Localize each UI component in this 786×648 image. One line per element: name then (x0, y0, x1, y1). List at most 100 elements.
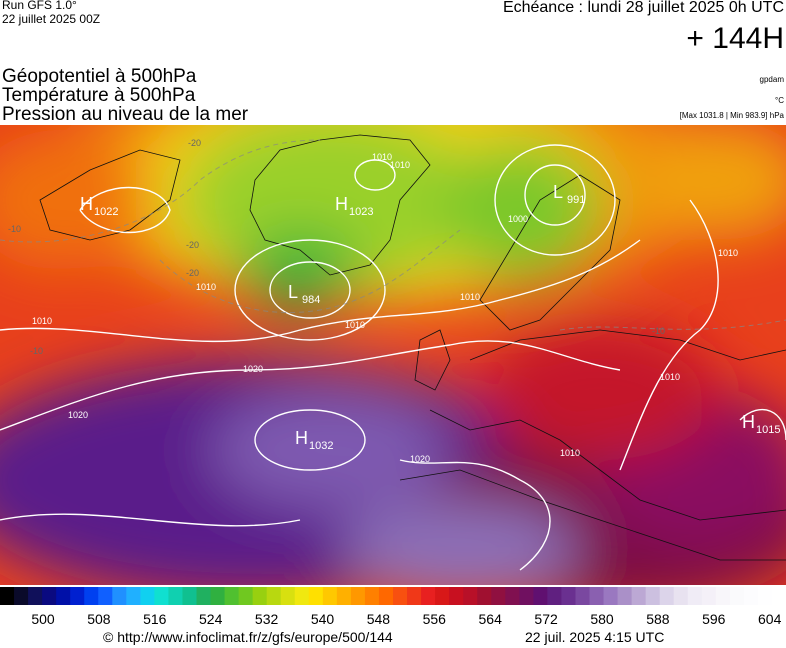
color-swatch (196, 587, 212, 605)
center-value: 1032 (309, 440, 333, 452)
title-pressure: Pression au niveau de la mer (2, 104, 249, 125)
center-value: 1023 (349, 206, 373, 218)
color-swatch (673, 587, 689, 605)
color-swatch (575, 587, 590, 605)
temperature-label: -10 (8, 224, 21, 234)
legend-tick-label: 524 (199, 611, 223, 627)
color-swatch (435, 587, 450, 605)
temperature-label: -10 (30, 346, 43, 356)
coastlines (39, 134, 786, 561)
color-swatch (322, 587, 338, 605)
center-letter: L (288, 282, 298, 302)
color-swatch (477, 587, 492, 605)
legend-tick-label: 556 (423, 611, 447, 627)
lead-time: + 144H (686, 22, 784, 55)
isobar-label: 1010 (718, 248, 738, 258)
pressure-center: H 1023 (335, 194, 373, 218)
color-swatch (463, 587, 478, 605)
isobar-label: 1010 (660, 372, 680, 382)
temperature-label: -20 (186, 240, 199, 250)
isobar-label: 1020 (68, 410, 88, 420)
unit-celsius: °C (775, 96, 784, 105)
color-swatch (70, 587, 85, 605)
color-swatch (491, 587, 506, 605)
map (0, 125, 786, 585)
legend-tick-label: 588 (646, 611, 670, 627)
color-swatch (715, 587, 731, 605)
isobar-label: 1010 (390, 160, 410, 170)
color-swatch (168, 587, 183, 605)
legend-tick-label: 580 (590, 611, 614, 627)
color-swatch (603, 587, 619, 605)
center-value: 1022 (94, 206, 118, 218)
color-swatch (378, 587, 394, 605)
color-swatch (547, 587, 562, 605)
title-temperature: Température à 500hPa (2, 85, 196, 106)
color-swatch (407, 587, 422, 605)
color-swatch (266, 587, 282, 605)
pressure-center: H 1032 (295, 428, 333, 452)
legend-tick-label: 532 (255, 611, 279, 627)
color-swatch (294, 587, 310, 605)
center-letter: L (553, 182, 563, 202)
center-letter: H (742, 412, 755, 432)
center-value: 1015 (756, 424, 780, 436)
color-swatch (14, 587, 29, 605)
pressure-center: H 1022 (80, 194, 118, 218)
isobar-label: 1020 (243, 364, 263, 374)
color-swatch (449, 587, 464, 605)
pressure-center: H 1015 (742, 412, 780, 436)
legend-tick-label: 540 (311, 611, 335, 627)
color-swatch (729, 587, 745, 605)
isobar-label: 1020 (410, 454, 430, 464)
isobar-label: 1010 (560, 448, 580, 458)
color-swatch (743, 587, 759, 605)
color-swatch (771, 587, 786, 605)
color-swatch (589, 587, 605, 605)
center-value: 984 (302, 294, 320, 306)
color-swatch (393, 587, 408, 605)
color-swatch (757, 587, 773, 605)
color-swatch (561, 587, 576, 605)
color-swatch (28, 587, 43, 605)
color-swatch (280, 587, 296, 605)
unit-hpa: [Max 1031.8 | Min 983.9] hPa (680, 111, 785, 120)
isobar-label: 1010 (32, 316, 52, 326)
pressure-center: L 991 (553, 182, 585, 206)
color-swatch (154, 587, 169, 605)
run-date: 22 juillet 2025 00Z (2, 12, 100, 26)
run-label: Run GFS 1.0° (2, 0, 77, 12)
temperature-isolines (0, 139, 786, 331)
echeance: Echéance : lundi 28 juillet 2025 0h UTC (503, 0, 784, 16)
center-letter: H (335, 194, 348, 214)
footer-timestamp: 22 juil. 2025 4:15 UTC (525, 629, 664, 645)
color-swatch (687, 587, 703, 605)
temperature-label: -10 (652, 326, 665, 336)
isobar-label: 1010 (345, 320, 365, 330)
color-swatch (56, 587, 71, 605)
color-swatch (336, 587, 352, 605)
color-swatch (98, 587, 113, 605)
color-swatch (350, 587, 366, 605)
color-swatch (182, 587, 197, 605)
color-swatch (140, 587, 155, 605)
color-swatch (617, 587, 633, 605)
legend-tick-label: 508 (87, 611, 111, 627)
color-swatch (519, 587, 534, 605)
legend-tick-label: 548 (367, 611, 391, 627)
legend-tick-label: 516 (143, 611, 167, 627)
unit-gpdam: gpdam (760, 75, 785, 84)
color-swatch (210, 587, 226, 605)
color-swatch (84, 587, 99, 605)
color-swatch (224, 587, 240, 605)
color-swatch (631, 587, 647, 605)
color-swatch (0, 587, 15, 605)
color-swatch (308, 587, 324, 605)
center-value: 991 (567, 194, 585, 206)
title-geopotential: Géopotentiel à 500hPa (2, 66, 197, 87)
color-swatch (701, 587, 717, 605)
isobar-label: 1010 (460, 292, 480, 302)
legend-tick-label: 564 (479, 611, 503, 627)
legend-tick-label: 572 (534, 611, 558, 627)
